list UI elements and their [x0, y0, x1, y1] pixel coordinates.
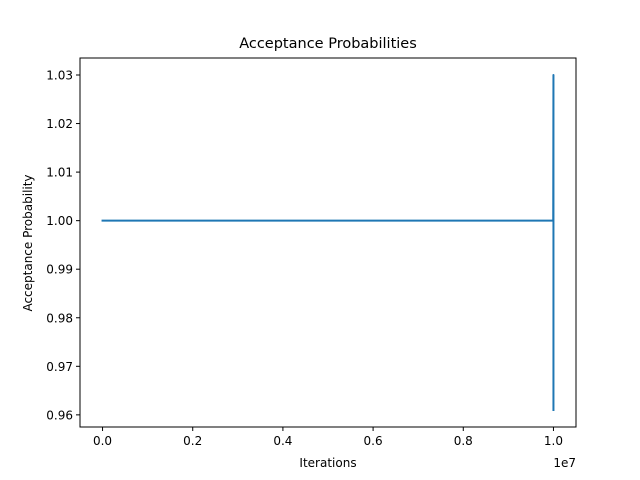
y-tick-label: 0.98: [46, 311, 73, 325]
series-line-0: [101, 73, 555, 412]
y-tick-label: 0.97: [46, 360, 73, 374]
y-tick-label: 1.03: [46, 68, 73, 82]
x-tick-label: 0.2: [183, 434, 202, 448]
plot-area: [79, 57, 577, 428]
x-tick-label: 0.4: [273, 434, 292, 448]
y-tick-label: 0.96: [46, 408, 73, 422]
y-tick-label: 1.01: [46, 166, 73, 180]
x-tick-label: 0.8: [454, 434, 473, 448]
x-axis-label: Iterations: [299, 456, 356, 470]
y-axis: 0.96 0.97 0.98 0.99 1.00 1.01 1.02 1.03: [46, 68, 80, 422]
y-tick-label: 1.02: [46, 117, 73, 131]
x-tick-label: 0.6: [364, 434, 383, 448]
series-layer: [101, 73, 555, 412]
chart-title: Acceptance Probabilities: [239, 36, 417, 52]
y-axis-label: Acceptance Probability: [21, 174, 35, 311]
x-tick-label: 0.0: [93, 434, 112, 448]
plot-frame: [79, 57, 577, 428]
y-tick-label: 0.99: [46, 263, 73, 277]
x-offset-label: 1e7: [553, 456, 576, 470]
x-axis: 0.0 0.2 0.4 0.6 0.8 1.0: [93, 427, 563, 448]
x-tick-label: 1.0: [544, 434, 563, 448]
y-tick-label: 1.00: [46, 214, 73, 228]
